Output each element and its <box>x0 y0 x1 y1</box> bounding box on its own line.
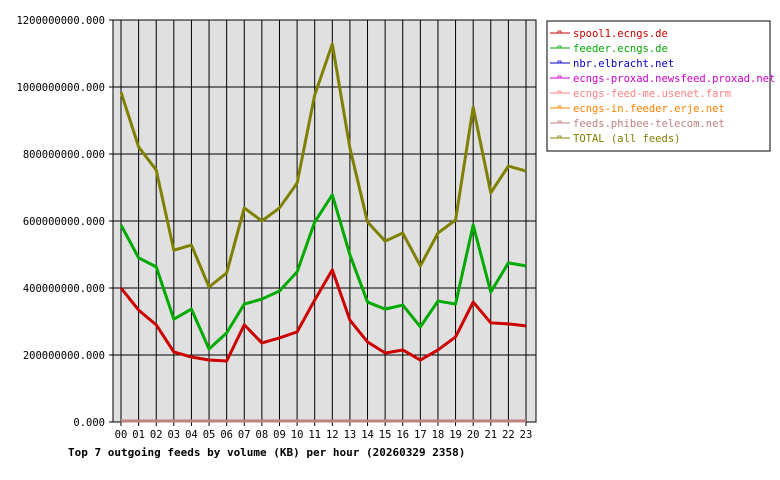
x-tick-label: 00 <box>115 429 128 441</box>
x-tick-label: 15 <box>379 429 392 441</box>
legend-marker <box>557 135 562 139</box>
x-tick-label: 10 <box>291 429 304 441</box>
legend-marker <box>557 105 562 109</box>
legend-label: nbr.elbracht.net <box>573 58 674 70</box>
x-tick-label: 01 <box>132 429 145 441</box>
x-tick-label: 21 <box>484 429 497 441</box>
y-tick-label: 600000000.000 <box>23 216 105 228</box>
legend-label: feeds.phibee-telecom.net <box>573 118 725 130</box>
legend-marker <box>557 30 562 34</box>
x-tick-label: 07 <box>238 429 251 441</box>
x-tick-label: 04 <box>185 429 198 441</box>
x-tick-label: 17 <box>414 429 427 441</box>
legend-marker <box>557 60 562 64</box>
x-tick-label: 09 <box>273 429 286 441</box>
legend-marker <box>557 120 562 124</box>
x-tick-label: 20 <box>467 429 480 441</box>
legend-label: feeder.ecngs.de <box>573 43 668 55</box>
legend-label: ecngs-proxad.newsfeed.proxad.net <box>573 73 775 85</box>
y-tick-label: 1000000000.000 <box>16 82 105 94</box>
series-lines <box>119 42 527 423</box>
x-tick-label: 16 <box>396 429 409 441</box>
y-tick-label: 0.000 <box>73 417 105 429</box>
x-tick-label: 11 <box>308 429 321 441</box>
y-axis-ticks: 0.000 200000000.000 400000000.000 600000000… <box>16 15 105 429</box>
y-tick-label: 400000000.000 <box>23 283 105 295</box>
legend-box <box>546 20 771 152</box>
x-tick-label: 14 <box>361 429 374 441</box>
x-tick-label: 13 <box>344 429 357 441</box>
x-tick-label: 23 <box>520 429 533 441</box>
x-tick-label: 02 <box>150 429 163 441</box>
x-tick-label: 12 <box>326 429 339 441</box>
legend-marker <box>557 90 562 94</box>
legend-label: spool1.ecngs.de <box>573 28 668 40</box>
series-line-total-all-feeds- <box>119 42 527 289</box>
x-tick-label: 05 <box>203 429 216 441</box>
x-tick-label: 08 <box>256 429 269 441</box>
chart-title: Top 7 outgoing feeds by volume (KB) per … <box>68 446 465 459</box>
legend-label: ecngs-feed-me.usenet.farm <box>573 88 731 100</box>
legend-marker <box>557 75 562 79</box>
y-tick-label: 200000000.000 <box>23 350 105 362</box>
y-tick-label: 1200000000.000 <box>16 15 105 27</box>
x-tick-label: 22 <box>502 429 515 441</box>
legend-label: ecngs-in.feeder.erje.net <box>573 103 725 115</box>
x-tick-label: 06 <box>220 429 233 441</box>
legend: spool1.ecngs.de feeder.ecngs.de nbr.elbrac… <box>546 20 775 152</box>
x-tick-label: 18 <box>432 429 445 441</box>
x-tick-label: 19 <box>449 429 462 441</box>
legend-marker <box>557 45 562 49</box>
series-line-feeder-ecngs-de <box>119 193 527 351</box>
legend-label: TOTAL (all feeds) <box>573 133 680 145</box>
series-line-spool1-ecngs-de <box>119 268 527 363</box>
y-tick-label: 800000000.000 <box>23 149 105 161</box>
x-tick-label: 03 <box>167 429 180 441</box>
x-axis-ticks: 00 01 02 03 04 05 06 07 08 09 10 11 12 13 14 15 16 17 18 19… <box>115 429 533 441</box>
